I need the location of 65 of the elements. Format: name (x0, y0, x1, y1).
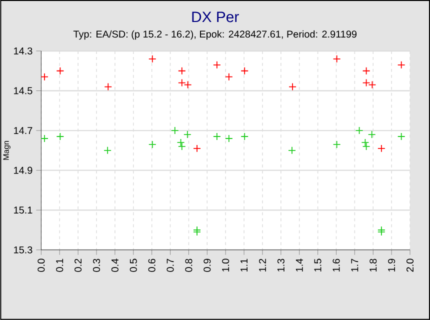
point (56, 67, 64, 75)
chart-title: DX Per (192, 12, 239, 22)
point (40, 72, 48, 81)
point (288, 82, 296, 91)
x-tick-label: 0.6 (148, 258, 156, 272)
y-tick-label: 14.3 (14, 48, 32, 55)
x-tick-label: 1.5 (314, 258, 322, 272)
point (148, 140, 156, 148)
x-tick-label: 0.5 (130, 258, 137, 272)
point (104, 82, 112, 91)
point (288, 146, 296, 154)
x-tick-label: 0.9 (204, 258, 211, 272)
y-tick-label: 14.7 (14, 127, 32, 134)
point (362, 67, 370, 75)
point (377, 226, 386, 234)
point (212, 61, 221, 69)
point (193, 228, 201, 236)
y-tick-label: 14.5 (14, 87, 32, 94)
point (148, 55, 156, 63)
point (368, 130, 376, 139)
y-tick-label: 14.9 (14, 166, 32, 174)
point (56, 132, 64, 141)
point (193, 226, 201, 234)
y-tick-label: 15.1 (14, 206, 32, 214)
point (355, 126, 364, 135)
point (183, 130, 192, 139)
point (178, 142, 186, 150)
x-tick-label: 0.3 (92, 258, 100, 272)
point (397, 132, 406, 141)
x-tick-label: 1.8 (370, 258, 377, 272)
x-tick-label: 0.0 (38, 258, 45, 272)
x-tick-label: 0.4 (111, 258, 118, 272)
point (104, 146, 112, 154)
point (212, 132, 221, 141)
x-tick-label: 0.8 (185, 258, 192, 272)
point (332, 140, 341, 148)
chart-subtitle: Typ: EA/SD: (p 15.2 - 16.2), Epok: 2428427.61, Period: 2.91199 (73, 30, 357, 40)
point (40, 134, 48, 143)
x-tick-label: 1.3 (277, 258, 284, 272)
x-tick-label: 0.1 (56, 258, 64, 272)
y-tick-label: 15.3 (14, 246, 32, 254)
x-tick-label: 0.2 (74, 258, 82, 272)
point (224, 134, 233, 143)
point (240, 67, 249, 75)
point (377, 144, 386, 152)
point (397, 61, 406, 69)
point (224, 72, 233, 81)
point (361, 138, 370, 146)
point (178, 67, 186, 75)
x-tick-label: 1.7 (351, 258, 358, 272)
point (362, 142, 370, 150)
point (170, 126, 179, 135)
x-tick-label: 1.6 (332, 258, 340, 272)
x-tick-label: 1.2 (259, 258, 266, 272)
x-tick-label: 1.9 (388, 258, 396, 272)
x-tick-label: 1.0 (222, 258, 230, 272)
x-tick-label: 1.1 (240, 258, 248, 272)
x-tick-label: 0.7 (166, 258, 174, 272)
x-tick-label: 1.4 (296, 258, 303, 272)
x-tick-label: 2.0 (406, 258, 414, 272)
point (332, 55, 341, 63)
point (240, 132, 249, 141)
point (176, 138, 185, 146)
point (193, 144, 201, 152)
point (377, 228, 386, 236)
